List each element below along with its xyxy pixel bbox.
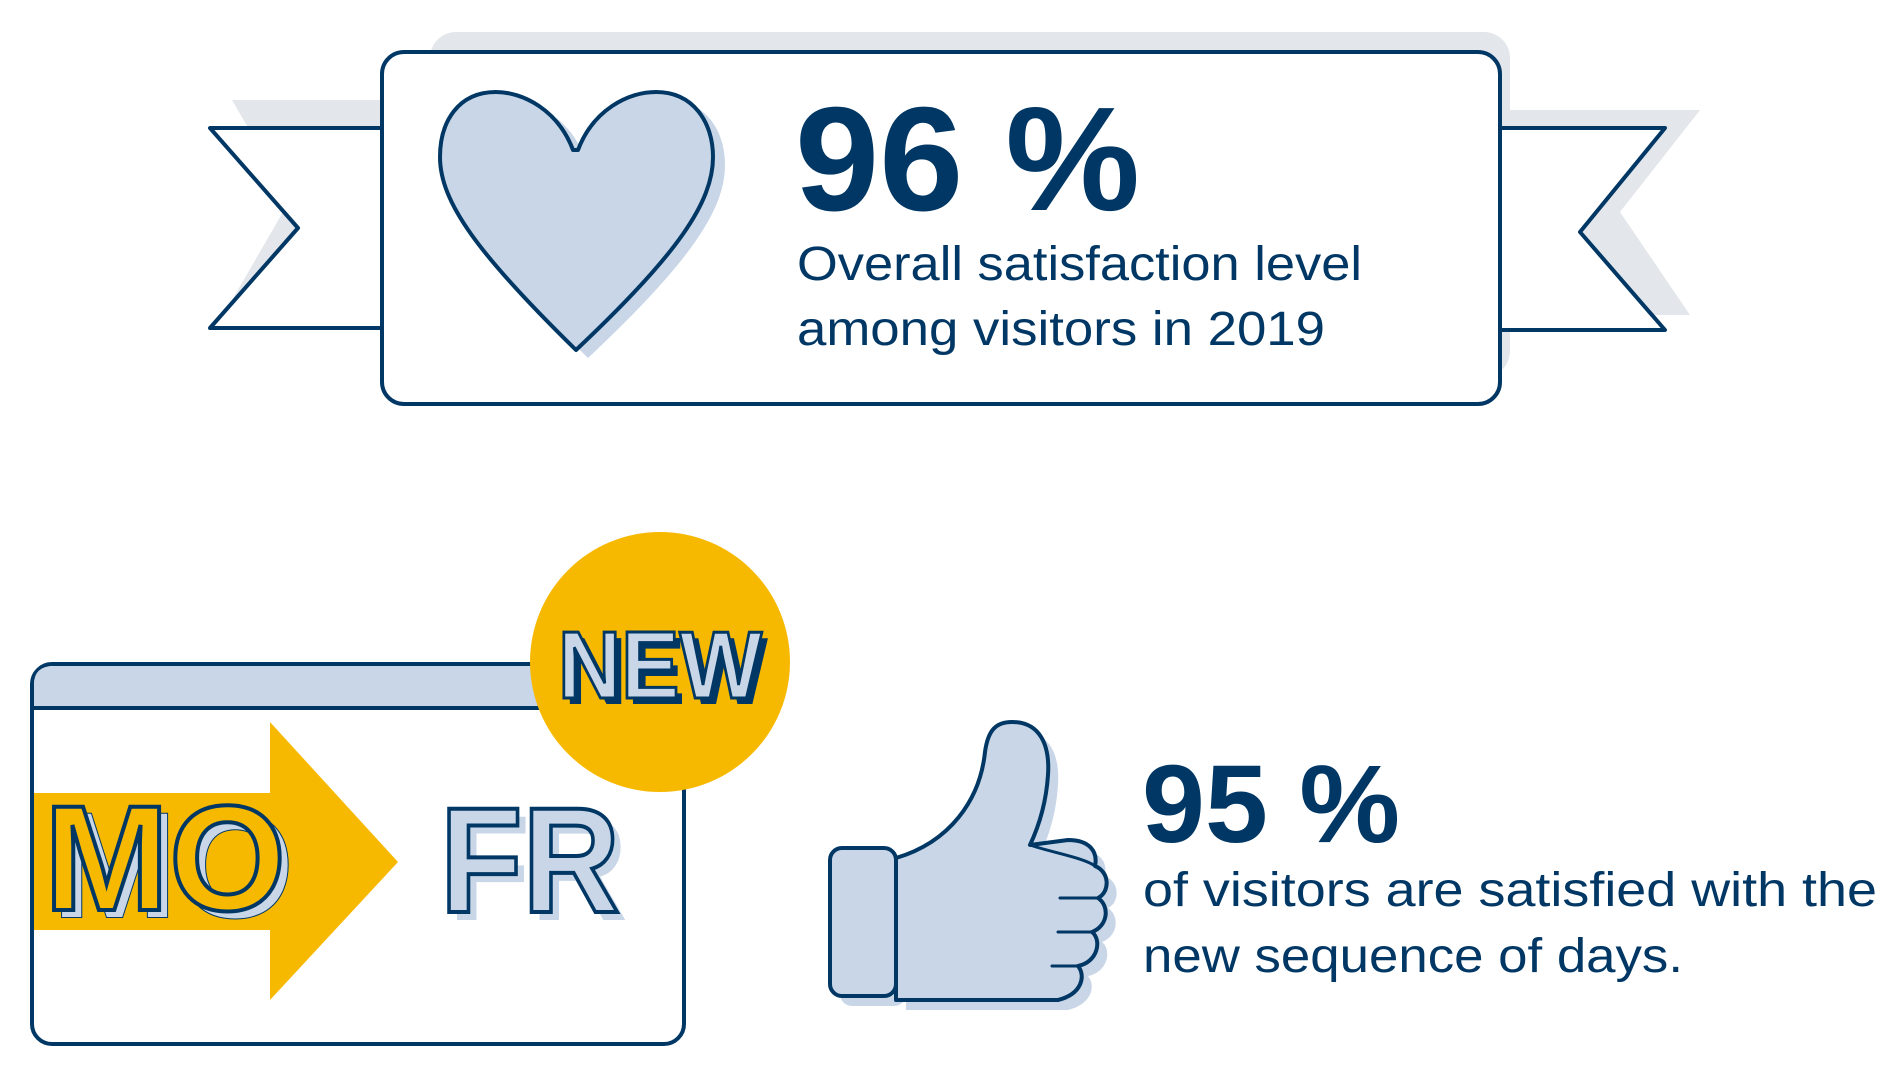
thumbs-up-icon xyxy=(828,720,1117,1010)
stat-value-satisfaction: 96 % xyxy=(795,77,1140,242)
calendar-icon: MO MO FR FR NEW NEW xyxy=(30,532,790,1046)
stat-label-line-2: among visitors in 2019 xyxy=(797,303,1325,356)
new-badge: NEW NEW xyxy=(530,532,790,792)
heart-icon xyxy=(438,90,725,358)
ribbon-left-tail xyxy=(208,126,384,330)
new-badge-label: NEW xyxy=(558,612,762,719)
arrow-shape xyxy=(34,722,398,1000)
stat-label-line-1: Overall satisfaction level xyxy=(797,238,1362,291)
day-label-from-outline: MO xyxy=(44,774,286,942)
day-label-from: MO xyxy=(52,781,294,949)
stat-days-line-1: of visitors are satisfied with the xyxy=(1143,864,1877,917)
thumbs-up-cuff xyxy=(828,846,898,998)
new-badge-shadow: NEW xyxy=(564,618,768,725)
ribbon-right-tail xyxy=(1493,126,1667,332)
thumbs-up-hand xyxy=(894,720,1109,1002)
stat-days-line-2: new sequence of days. xyxy=(1143,930,1683,983)
ribbon-banner: 96 % Overall satisfaction level among vi… xyxy=(208,32,1700,406)
day-label-to: FR xyxy=(440,776,620,944)
thumbs-up-creases xyxy=(1028,843,1100,968)
stat-value-days: 95 % xyxy=(1142,743,1400,866)
calendar-header xyxy=(34,666,682,708)
day-label-to-shadow: FR xyxy=(448,784,628,952)
